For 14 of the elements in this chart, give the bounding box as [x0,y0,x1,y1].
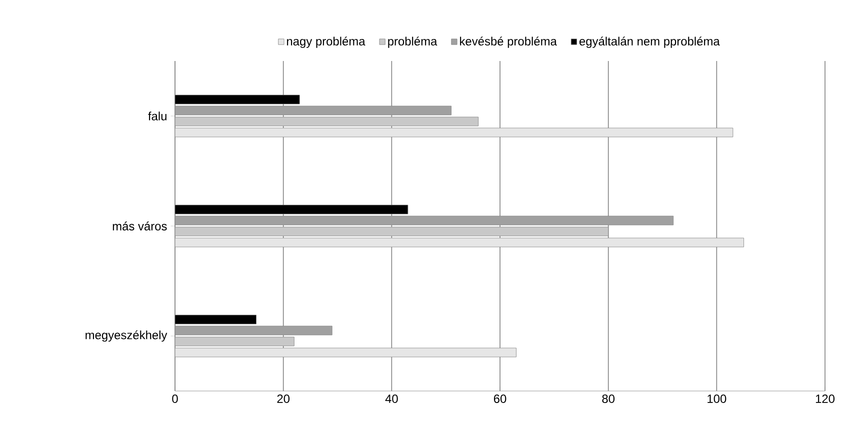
x-tick-label: 100 [708,394,726,403]
x-tick-label: 120 [816,394,835,403]
x-tick-label: 0 [172,394,178,403]
legend-label: kevésbé probléma [460,36,557,48]
x-tick-label: 60 [494,394,506,403]
legend-label: probléma [388,36,438,48]
y-tick-label: megyeszékhely [86,330,168,342]
legend-label: egyáltalán nem pprobléma [579,36,720,48]
y-tick-label: falu [148,112,166,120]
legend-label: nagy probléma [287,36,366,48]
x-tick-label: 20 [277,394,290,403]
y-tick-label: más város [112,222,167,230]
x-tick-label: 80 [602,394,615,403]
x-tick-label: 40 [385,394,398,403]
